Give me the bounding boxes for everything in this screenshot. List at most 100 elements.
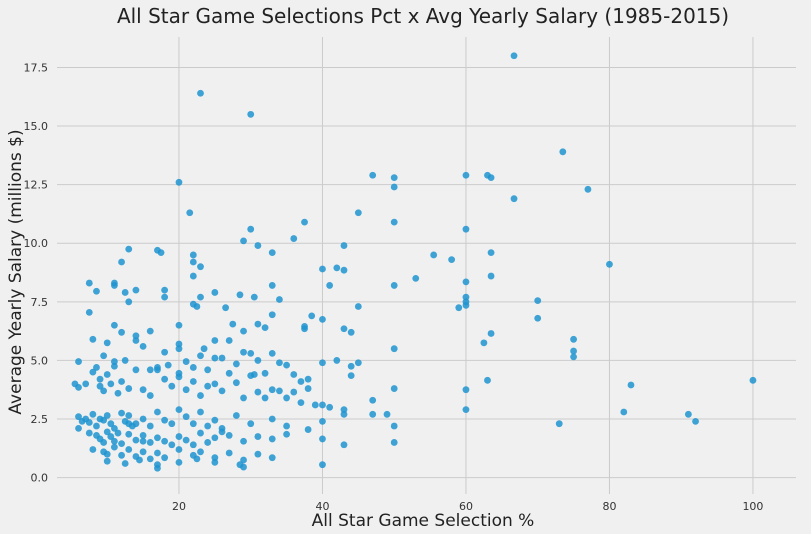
- scatter-point: [369, 410, 377, 418]
- scatter-point: [189, 378, 197, 385]
- scatter-point: [118, 440, 125, 448]
- scatter-point: [154, 366, 161, 374]
- scatter-point: [304, 375, 312, 383]
- scatter-point: [110, 437, 118, 445]
- scatter-point: [297, 378, 305, 385]
- scatter-point: [161, 437, 169, 445]
- scatter-point: [121, 289, 129, 296]
- y-tick-label: 10.0: [24, 237, 49, 250]
- scatter-point: [100, 387, 108, 395]
- scatter-point: [211, 380, 219, 388]
- scatter-point: [390, 385, 398, 392]
- scatter-point: [139, 415, 147, 423]
- scatter-point: [347, 328, 355, 336]
- scatter-point: [103, 457, 111, 465]
- scatter-point: [340, 441, 348, 449]
- scatter-point: [132, 286, 140, 294]
- scatter-point: [487, 174, 495, 182]
- scatter-point: [311, 401, 319, 409]
- scatter-point: [154, 449, 161, 457]
- scatter-point: [222, 304, 230, 312]
- scatter-point: [390, 218, 398, 226]
- scatter-point: [347, 362, 355, 370]
- scatter-point: [247, 110, 255, 118]
- grid-lines: [57, 37, 796, 494]
- scatter-point: [204, 382, 212, 390]
- scatter-point: [146, 439, 154, 446]
- scatter-point: [236, 291, 244, 299]
- scatter-point: [570, 347, 577, 355]
- scatter-point: [225, 432, 233, 439]
- x-tick-label: 60: [459, 500, 473, 513]
- scatter-point: [627, 381, 635, 389]
- scatter-point: [197, 408, 204, 416]
- scatter-point: [254, 450, 262, 458]
- y-tick-label: 12.5: [24, 179, 49, 192]
- tick-labels: 20 40 60 80 100 0.0 2.5 5.0 7.5 10.0 12.5 15.0 17.5: [24, 61, 764, 513]
- scatter-point: [103, 339, 111, 347]
- scatter-point: [304, 426, 312, 433]
- scatter-point: [103, 428, 111, 436]
- scatter-point: [85, 279, 93, 287]
- scatter-point: [297, 399, 305, 406]
- scatter-point: [390, 439, 398, 446]
- scatter-point: [154, 408, 161, 416]
- scatter-point: [110, 282, 118, 289]
- scatter-point: [197, 429, 204, 437]
- x-tick-label: 80: [602, 500, 616, 513]
- scatter-point: [154, 464, 161, 472]
- scatter-point: [620, 408, 628, 416]
- scatter-point: [692, 417, 699, 425]
- scatter-point: [89, 368, 97, 376]
- scatter-point: [268, 435, 276, 443]
- scatter-point: [211, 337, 219, 344]
- scatter-point: [254, 242, 262, 249]
- scatter-point: [448, 256, 456, 264]
- scatter-point: [390, 174, 398, 182]
- scatter-point: [100, 439, 108, 446]
- scatter-point: [175, 321, 183, 329]
- scatter-point: [132, 366, 140, 374]
- scatter-point: [510, 195, 518, 203]
- scatter-point: [197, 392, 204, 399]
- scatter-point: [89, 410, 97, 418]
- scatter-point: [161, 348, 169, 356]
- scatter-point: [146, 327, 154, 335]
- scatter-point: [193, 455, 201, 463]
- scatter-point: [175, 178, 183, 186]
- scatter-point: [139, 437, 147, 445]
- scatter-point: [100, 416, 108, 424]
- scatter-point: [197, 293, 204, 301]
- scatter-point: [136, 456, 143, 464]
- scatter-point: [132, 420, 140, 428]
- scatter-point: [276, 387, 283, 395]
- scatter-point: [182, 413, 190, 421]
- scatter-point: [301, 325, 308, 333]
- scatter-point: [268, 454, 276, 462]
- scatter-point: [161, 416, 169, 424]
- scatter-point: [354, 359, 362, 367]
- scatter-point: [240, 327, 247, 335]
- scatter-point: [276, 359, 283, 367]
- scatter-point: [75, 413, 82, 421]
- scatter-point: [268, 249, 276, 257]
- scatter-point: [430, 251, 438, 259]
- y-axis-label: Average Yearly Salary (millions $): [6, 129, 26, 414]
- scatter-point: [211, 434, 219, 442]
- scatter-point: [276, 296, 283, 303]
- scatter-point: [487, 249, 495, 257]
- scatter-point: [319, 461, 326, 469]
- scatter-point: [268, 349, 276, 357]
- scatter-point: [319, 401, 326, 409]
- scatter-point: [319, 435, 326, 443]
- scatter-point: [168, 420, 176, 428]
- scatter-point: [110, 424, 118, 432]
- scatter-point: [584, 185, 592, 193]
- scatter-point: [182, 436, 190, 444]
- scatter-point: [268, 311, 276, 319]
- scatter-point: [487, 272, 495, 280]
- scatter-point: [118, 258, 125, 266]
- scatter-point: [308, 312, 316, 320]
- scatter-point: [211, 289, 219, 296]
